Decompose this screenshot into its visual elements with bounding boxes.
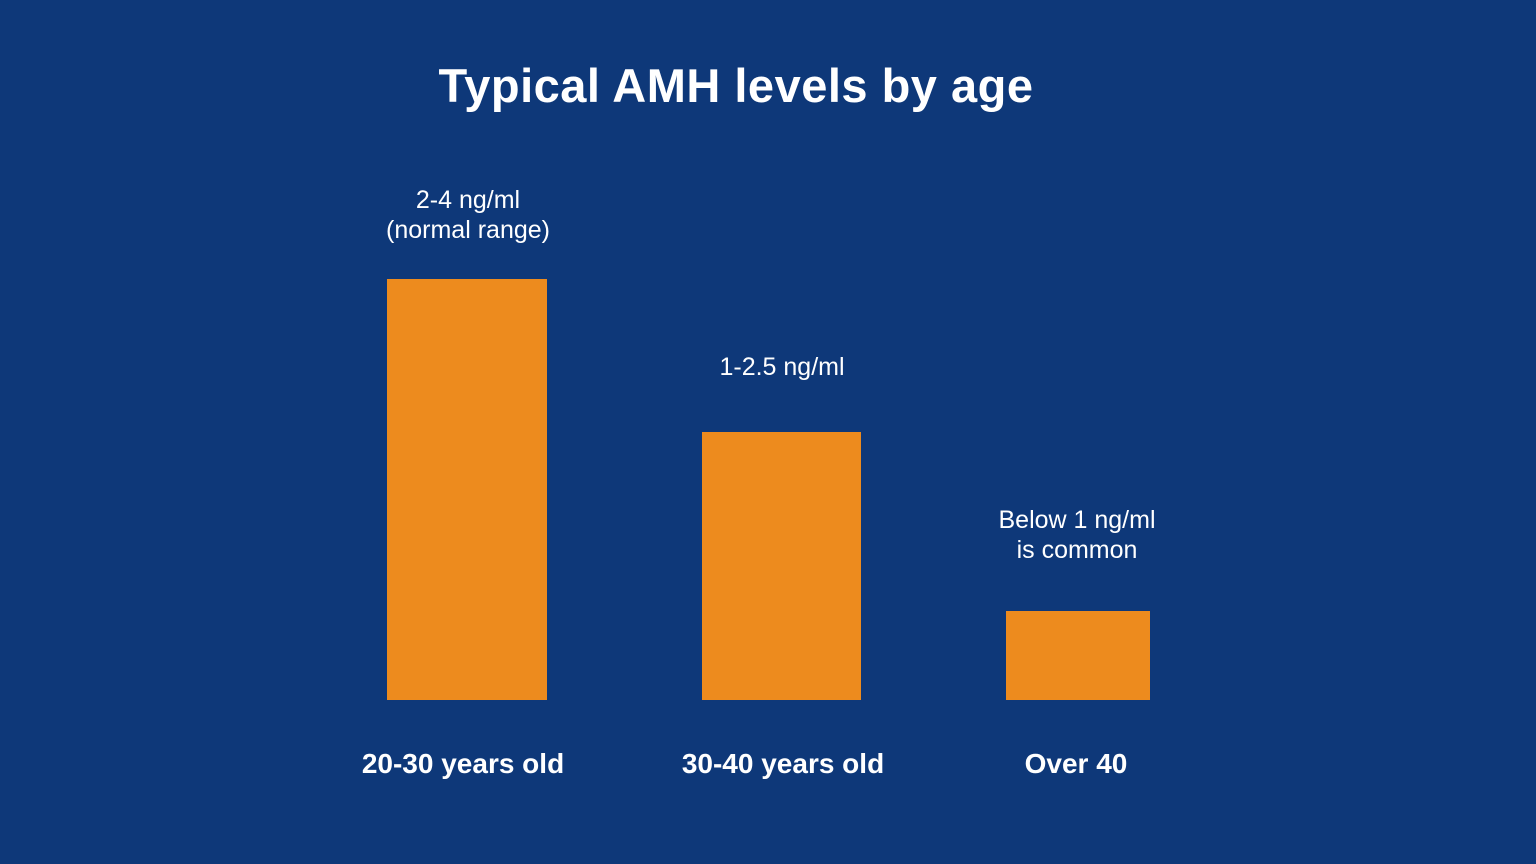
category-label-20-30: 20-30 years old [361,748,565,779]
bar-value-label-line: Below 1 ng/ml [998,506,1156,534]
bar-value-label-line: (normal range) [386,216,550,244]
chart-title: Typical AMH levels by age [438,59,1034,112]
category-label-over-40: Over 40 [1024,748,1128,779]
category-label-30-40: 30-40 years old [681,748,885,779]
bar-value-label-line: 2-4 ng/ml [415,186,521,214]
bar-value-label-line: 1-2.5 ng/ml [719,353,845,381]
bar-value-label-20-30: 2-4 ng/ml (normal range) [386,185,550,245]
bar-20-30-years [387,279,547,700]
bar-30-40-years [702,432,861,700]
bar-value-label-over-40: Below 1 ng/ml is common [998,505,1155,565]
bar-value-label-line: is common [1016,536,1138,564]
bar-value-label-30-40: 1-2.5 ng/ml [719,352,844,382]
bar-over-40 [1006,611,1150,700]
